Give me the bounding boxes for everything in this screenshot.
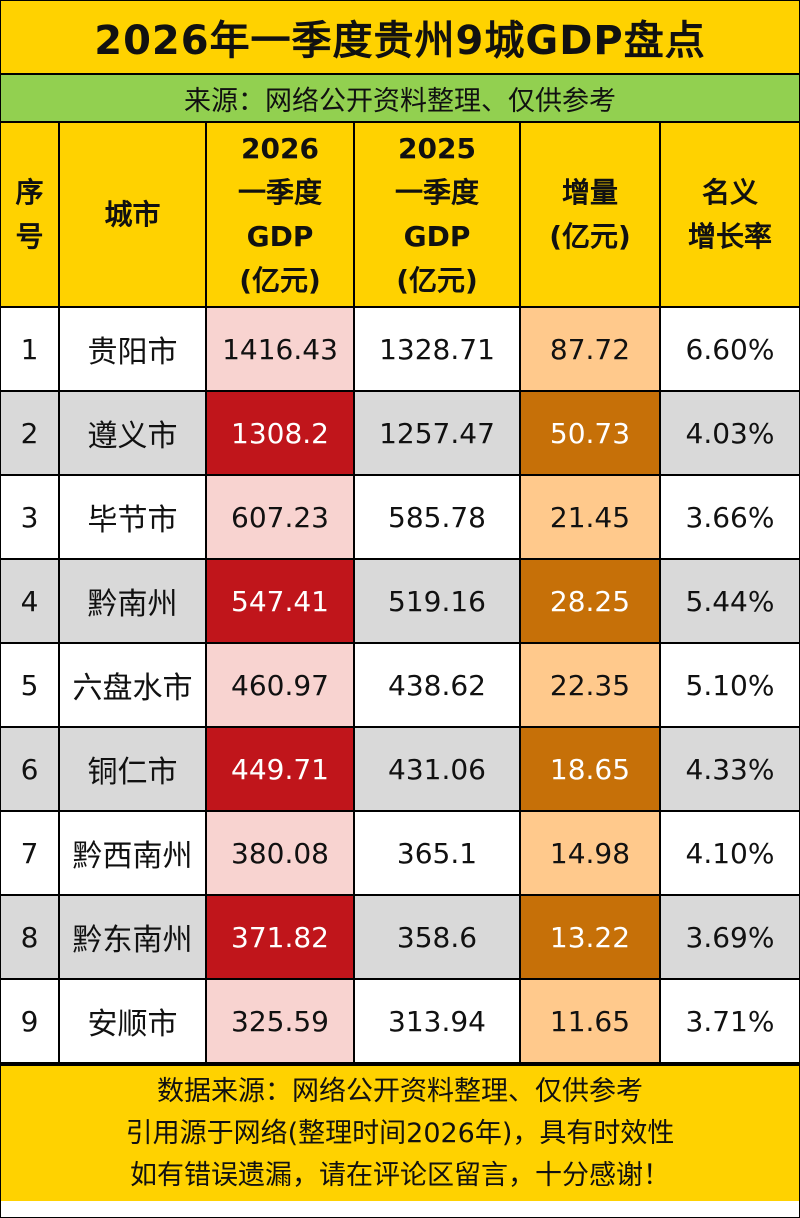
city-name: 六盘水市: [58, 642, 207, 728]
row-index: 1: [1, 306, 60, 392]
growth-rate-value: 4.33%: [659, 726, 799, 812]
source-banner: 来源：网络公开资料整理、仅供参考: [1, 75, 799, 123]
growth-rate-value: 3.71%: [659, 978, 799, 1064]
city-name: 黔东南州: [58, 894, 207, 980]
gdp-2025-value: 365.1: [353, 810, 521, 896]
increase-value: 28.25: [519, 558, 661, 644]
increase-value: 50.73: [519, 390, 661, 476]
row-index: 9: [1, 978, 60, 1064]
header-gdp-2025: 2025 一季度 GDP (亿元): [353, 123, 521, 308]
city-name: 遵义市: [58, 390, 207, 476]
table-row: 5 六盘水市 460.97 438.62 22.35 5.10%: [1, 642, 799, 728]
table-row: 3 毕节市 607.23 585.78 21.45 3.66%: [1, 474, 799, 560]
table-row: 8 黔东南州 371.82 358.6 13.22 3.69%: [1, 894, 799, 980]
header-gdp-2026: 2026 一季度 GDP (亿元): [205, 123, 355, 308]
page-title: 2026年一季度贵州9城GDP盘点: [1, 1, 799, 75]
footer-line: 数据来源：网络公开资料整理、仅供参考: [157, 1075, 643, 1107]
gdp-2025-value: 1328.71: [353, 306, 521, 392]
city-name: 贵阳市: [58, 306, 207, 392]
city-name: 毕节市: [58, 474, 207, 560]
row-index: 7: [1, 810, 60, 896]
gdp-2026-value: 449.71: [205, 726, 355, 812]
gdp-2025-value: 358.6: [353, 894, 521, 980]
header-index: 序 号: [1, 123, 60, 308]
gdp-2026-value: 325.59: [205, 978, 355, 1064]
gdp-2026-value: 460.97: [205, 642, 355, 728]
increase-value: 21.45: [519, 474, 661, 560]
row-index: 4: [1, 558, 60, 644]
row-index: 3: [1, 474, 60, 560]
table-row: 2 遵义市 1308.2 1257.47 50.73 4.03%: [1, 390, 799, 476]
city-name: 安顺市: [58, 978, 207, 1064]
gdp-2026-value: 607.23: [205, 474, 355, 560]
increase-value: 14.98: [519, 810, 661, 896]
growth-rate-value: 6.60%: [659, 306, 799, 392]
gdp-table: 序 号 城市 2026 一季度 GDP (亿元) 2025 一季度 GDP (亿…: [1, 123, 799, 1064]
gdp-2025-value: 313.94: [353, 978, 521, 1064]
gdp-2026-value: 1416.43: [205, 306, 355, 392]
increase-value: 18.65: [519, 726, 661, 812]
footer-line: 如有错误遗漏，请在评论区留言，十分感谢！: [130, 1159, 670, 1191]
table-row: 7 黔西南州 380.08 365.1 14.98 4.10%: [1, 810, 799, 896]
growth-rate-value: 4.10%: [659, 810, 799, 896]
gdp-2026-value: 380.08: [205, 810, 355, 896]
table-row: 4 黔南州 547.41 519.16 28.25 5.44%: [1, 558, 799, 644]
table-row: 6 铜仁市 449.71 431.06 18.65 4.33%: [1, 726, 799, 812]
gdp-2025-value: 519.16: [353, 558, 521, 644]
city-name: 铜仁市: [58, 726, 207, 812]
gdp-2025-value: 431.06: [353, 726, 521, 812]
gdp-2026-value: 371.82: [205, 894, 355, 980]
growth-rate-value: 3.66%: [659, 474, 799, 560]
row-index: 2: [1, 390, 60, 476]
city-name: 黔南州: [58, 558, 207, 644]
header-row: 序 号 城市 2026 一季度 GDP (亿元) 2025 一季度 GDP (亿…: [1, 123, 799, 308]
footer-notes: 数据来源：网络公开资料整理、仅供参考 引用源于网络(整理时间2026年)，具有时…: [1, 1064, 799, 1201]
row-index: 6: [1, 726, 60, 812]
footer-line: 引用源于网络(整理时间2026年)，具有时效性: [125, 1117, 675, 1149]
gdp-2025-value: 438.62: [353, 642, 521, 728]
header-growth-rate: 名义 增长率: [659, 123, 799, 308]
gdp-2026-value: 547.41: [205, 558, 355, 644]
growth-rate-value: 4.03%: [659, 390, 799, 476]
gdp-2025-value: 585.78: [353, 474, 521, 560]
increase-value: 13.22: [519, 894, 661, 980]
table-row: 1 贵阳市 1416.43 1328.71 87.72 6.60%: [1, 306, 799, 392]
header-increase: 增量 (亿元): [519, 123, 661, 308]
increase-value: 11.65: [519, 978, 661, 1064]
growth-rate-value: 5.10%: [659, 642, 799, 728]
gdp-2025-value: 1257.47: [353, 390, 521, 476]
gdp-2026-value: 1308.2: [205, 390, 355, 476]
header-city: 城市: [58, 123, 207, 308]
row-index: 5: [1, 642, 60, 728]
row-index: 8: [1, 894, 60, 980]
growth-rate-value: 5.44%: [659, 558, 799, 644]
table-row: 9 安顺市 325.59 313.94 11.65 3.71%: [1, 978, 799, 1064]
growth-rate-value: 3.69%: [659, 894, 799, 980]
increase-value: 87.72: [519, 306, 661, 392]
increase-value: 22.35: [519, 642, 661, 728]
city-name: 黔西南州: [58, 810, 207, 896]
